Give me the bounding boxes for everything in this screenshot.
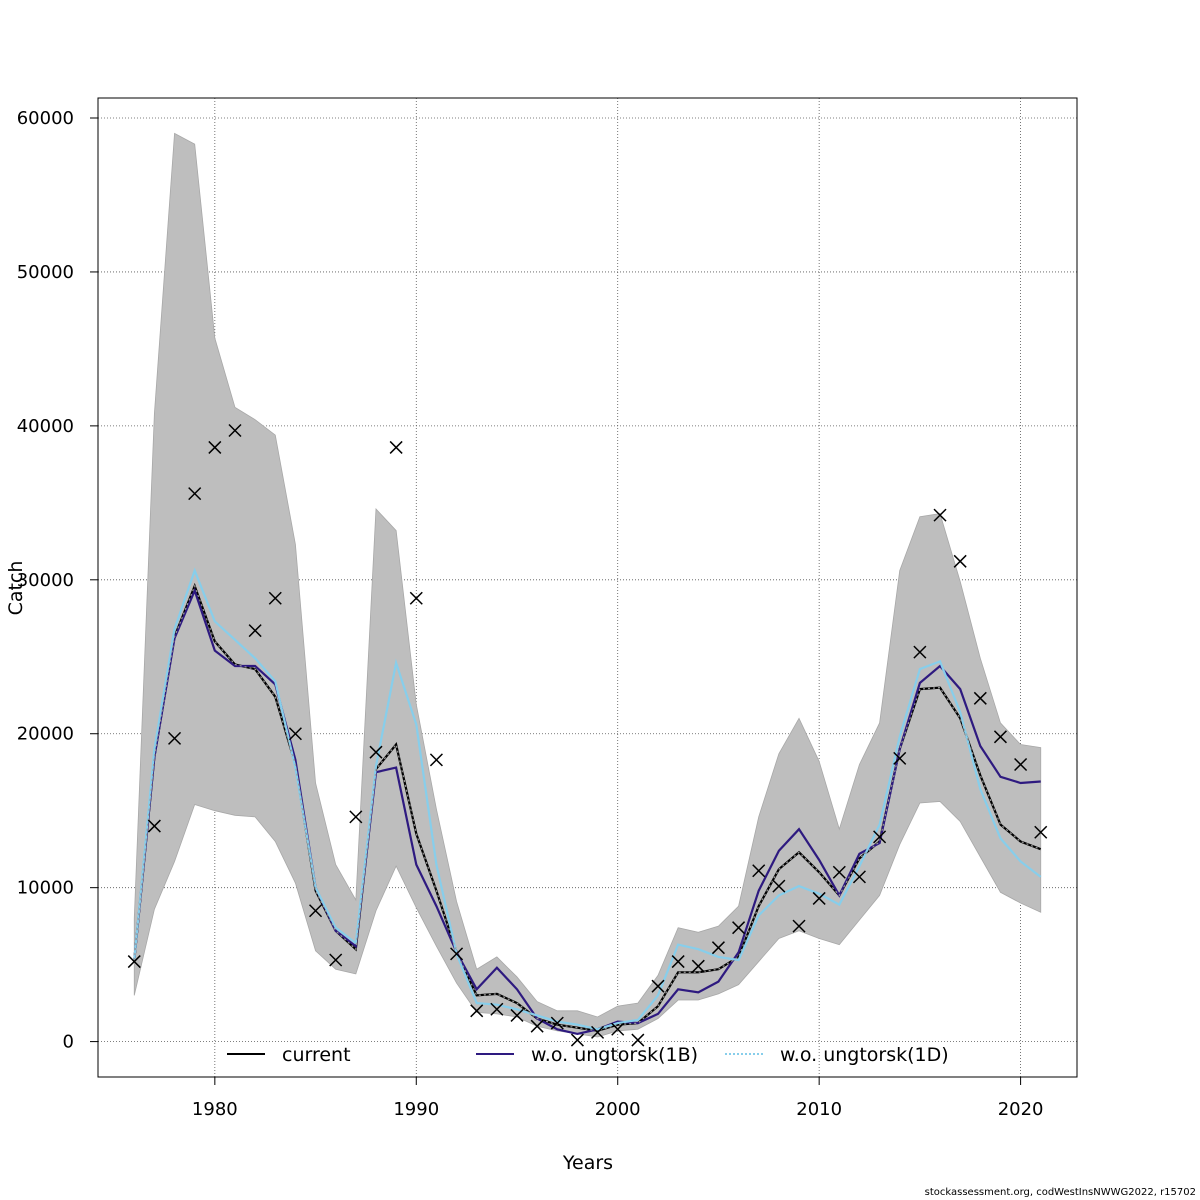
x-axis: 1980 1990 2000 2010 2020 — [192, 1077, 1044, 1120]
x-tick-label: 2020 — [998, 1099, 1044, 1120]
observation-point — [1014, 757, 1028, 772]
observation-point — [993, 730, 1007, 744]
y-tick-label: 30000 — [17, 570, 74, 591]
series-line-2 — [133, 567, 1042, 1031]
observation-point — [973, 691, 987, 705]
observation-point — [832, 865, 846, 879]
confidence-band-area — [133, 132, 1042, 1038]
observation-point — [611, 1022, 625, 1036]
observation-point — [873, 830, 887, 844]
observation-point — [732, 921, 746, 935]
observation-point — [933, 508, 947, 522]
y-tick-label: 20000 — [17, 724, 74, 745]
observation-point — [470, 1004, 484, 1018]
y-axis: 0 10000 20000 30000 40000 50000 60000 — [17, 108, 98, 1053]
legend: current w.o. ungtorsk(1B) w.o. ungtorsk(… — [227, 1044, 949, 1066]
x-tick-label: 1990 — [393, 1099, 439, 1120]
observation-markers — [127, 423, 1048, 1047]
observation-point — [288, 727, 302, 741]
observation-point — [208, 440, 222, 454]
observation-point — [510, 1008, 524, 1022]
y-tick-label: 60000 — [17, 108, 74, 129]
legend-label-1b: w.o. ungtorsk(1B) — [531, 1044, 698, 1066]
x-tick-label: 2000 — [595, 1099, 641, 1120]
observation-point — [530, 1019, 544, 1033]
observation-point — [953, 554, 967, 568]
confidence-band — [133, 132, 1042, 1038]
observation-point — [711, 941, 725, 955]
x-tick-label: 2010 — [796, 1099, 842, 1120]
observation-point — [349, 810, 363, 824]
observation-point — [389, 440, 403, 454]
observation-point — [570, 1033, 584, 1047]
footer-credit: stockassessment.org, codWestInsNWWG2022,… — [924, 1187, 1196, 1198]
observation-point — [852, 870, 866, 884]
observation-point — [309, 904, 323, 918]
observation-point — [913, 645, 927, 659]
observation-point — [550, 1016, 564, 1030]
observation-point — [369, 745, 383, 759]
observation-point — [147, 819, 161, 833]
y-tick-label: 50000 — [17, 262, 74, 283]
observation-point — [168, 731, 182, 745]
plot-frame — [97, 97, 1078, 1078]
y-tick-label: 10000 — [17, 878, 74, 899]
observation-point — [792, 919, 806, 933]
observation-point — [772, 879, 786, 893]
observation-point — [1034, 825, 1048, 839]
y-tick-label: 40000 — [17, 416, 74, 437]
grid-lines — [98, 98, 1077, 1077]
observation-point — [429, 753, 443, 767]
legend-label-1d: w.o. ungtorsk(1D) — [780, 1044, 949, 1066]
observation-point — [691, 959, 705, 973]
observation-point — [671, 955, 685, 969]
observation-point — [329, 953, 343, 967]
observation-point — [409, 591, 423, 605]
x-tick-label: 1980 — [192, 1099, 238, 1120]
observation-point — [651, 979, 665, 993]
observation-point — [248, 624, 262, 638]
observation-point — [127, 955, 141, 969]
observation-point — [631, 1033, 645, 1047]
series-line-current-overlay — [133, 584, 1041, 1032]
x-axis-title: Years — [562, 1152, 613, 1174]
observation-point — [893, 751, 907, 765]
y-axis-title: Catch — [5, 561, 27, 616]
y-tick-label: 0 — [63, 1032, 74, 1053]
observation-point — [591, 1025, 605, 1039]
observation-point — [490, 1002, 504, 1016]
observation-point — [450, 947, 464, 961]
series-lines — [133, 567, 1042, 1036]
observation-point — [812, 891, 826, 905]
observation-point — [268, 591, 282, 605]
observation-point — [752, 864, 766, 878]
observation-point — [188, 487, 202, 501]
observation-point — [228, 423, 242, 438]
legend-label-current: current — [282, 1044, 351, 1066]
